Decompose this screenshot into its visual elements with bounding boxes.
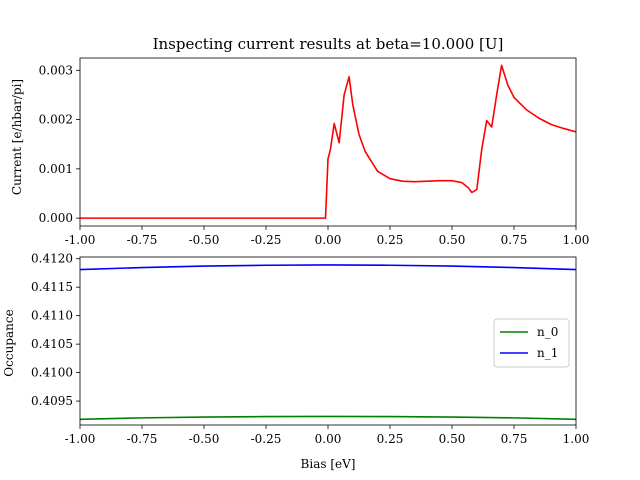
plot-area: -1.00 -0.75 -0.50 -0.25 0.00 0.25 0.50 0.75 1.00… [31,252,589,446]
y-tick-label: 0.4110 [31,309,73,323]
occupance-chart: Bias [eV] Occupance -1.00 -0.75 -0.50 -0.25… [2,252,589,471]
x-tick-label: -0.50 [189,432,220,446]
x-tick-label: -0.75 [127,233,158,247]
y-tick-label: 0.000 [39,211,73,225]
x-tick-label: -1.00 [65,233,96,247]
x-tick-label: -0.75 [127,432,158,446]
x-tick-label: 0.25 [377,233,404,247]
x-tick-label: 1.00 [563,233,590,247]
legend-box [493,318,570,368]
x-tick-label: 0.00 [315,432,342,446]
x-tick-label: 0.50 [439,432,466,446]
y-tick-label: 0.4115 [31,280,73,294]
x-tick-label: -1.00 [65,432,96,446]
plot-area: -1.00 -0.75 -0.50 -0.25 0.00 0.25 0.50 0.75 1.00… [39,63,590,247]
legend-label-n-0: n_0 [537,325,558,339]
y-axis-label: Occupance [2,309,16,376]
y-tick-label: 0.4120 [31,252,73,266]
y-tick-label: 0.003 [39,63,73,77]
x-tick-label: -0.25 [251,233,282,247]
legend-label-n-1: n_1 [537,346,558,360]
series-line-n-0 [79,415,577,421]
axes-frame [79,256,577,426]
x-tick-label: -0.50 [189,233,220,247]
x-tick-label: 0.00 [315,233,342,247]
x-tick-label: 1.00 [563,432,590,446]
x-tick-label: -0.25 [251,432,282,446]
x-tick-label: 0.50 [439,233,466,247]
y-axis-label: Current [e/hbar/pi] [10,79,24,195]
y-tick-label: 0.002 [39,113,73,127]
series-line-0 [80,64,577,219]
axes-frame [79,57,577,227]
y-tick-label: 0.4105 [31,337,73,351]
legend: n_0 n_1 [493,318,570,368]
chart-title: Inspecting current results at beta=10.00… [153,35,504,53]
x-axis-label: Bias [eV] [301,457,356,471]
current-chart: Inspecting current results at beta=10.00… [10,35,589,247]
x-tick-label: 0.75 [501,432,528,446]
y-tick-label: 0.4100 [31,366,73,380]
y-tick-label: 0.001 [39,162,73,176]
x-tick-label: 0.75 [501,233,528,247]
series-line-n-1 [79,264,577,271]
y-tick-label: 0.4095 [31,394,73,408]
x-tick-label: 0.25 [377,432,404,446]
